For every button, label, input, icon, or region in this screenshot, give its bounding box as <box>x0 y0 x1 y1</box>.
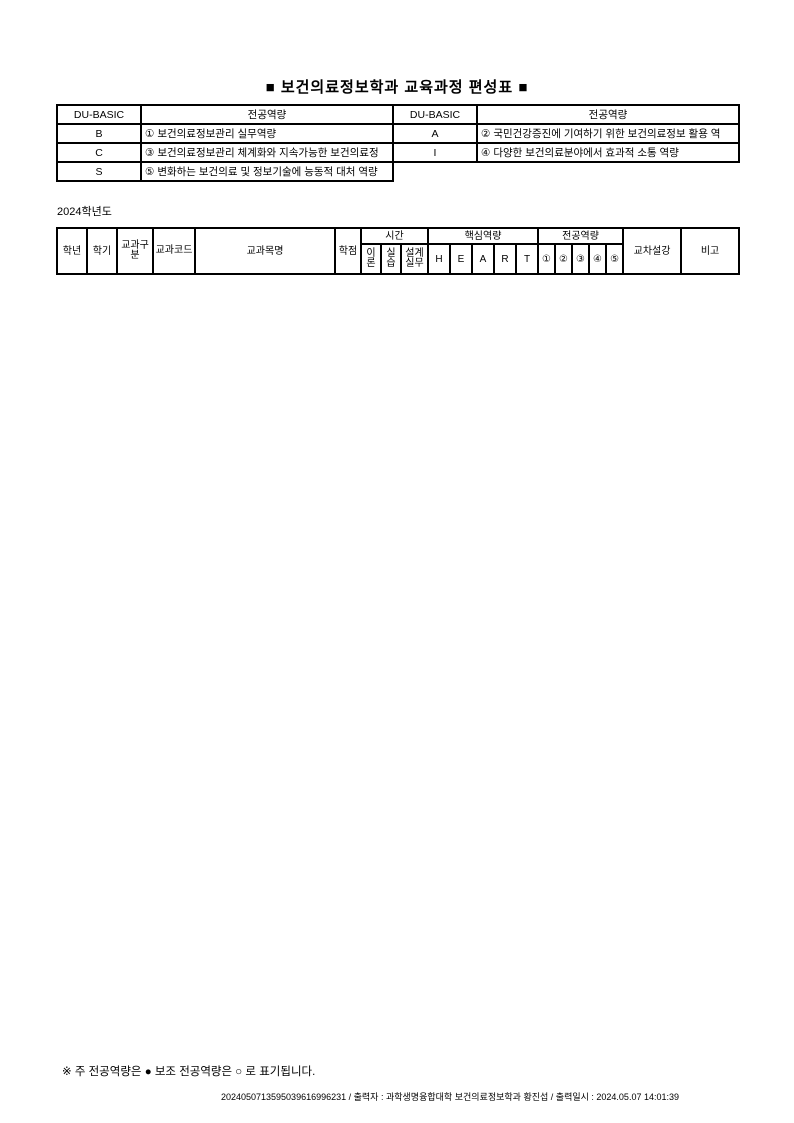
du-basic-letter: A <box>392 123 478 144</box>
du-basic-row: B ① 보건의료정보관리 실무역량 A ② 국민건강증진에 기여하기 위한 보건… <box>56 123 740 144</box>
competency-description: ① 보건의료정보관리 실무역량 <box>140 123 394 144</box>
col-category: 교과구분 <box>116 227 154 275</box>
competency-description: ④ 다양한 보건의료분야에서 효과적 소통 역량 <box>476 142 740 163</box>
col-group-core-competency: 핵심역량 <box>426 227 540 245</box>
header-group-row: 학년 학기 교과구분 교과코드 교과목명 학점 시간 핵심역량 전공역량 교차설… <box>56 227 741 275</box>
col-core-t: T <box>514 243 540 275</box>
header-sub-row: 이론 실습 설계실무 H E A R T ① ② ③ ④ ⑤ <box>57 243 739 275</box>
competency-description: ② 국민건강증진에 기여하기 위한 보건의료정보 활용 역 <box>476 123 740 144</box>
col-semester: 학기 <box>86 227 118 275</box>
col-design-hours: 설계실무 <box>400 243 429 275</box>
du-basic-row: C ③ 보건의료정보관리 체계화와 지속가능한 보건의료정 I ④ 다양한 보건… <box>56 142 740 163</box>
competency-description: ③ 보건의료정보관리 체계화와 지속가능한 보건의료정 <box>140 142 394 163</box>
du-basic-competency-table: DU-BASIC 전공역량 DU-BASIC 전공역량 B ① 보건의료정보관리… <box>56 104 740 182</box>
col-core-h: H <box>427 243 451 275</box>
col-group-major-competency: 전공역량 <box>537 227 625 245</box>
col-major-1: ① <box>537 243 557 275</box>
academic-year-label: 2024학년도 <box>57 206 112 218</box>
col-major-2: ② <box>554 243 574 275</box>
col-course-code: 교과코드 <box>152 227 196 275</box>
du-basic-letter: C <box>56 142 142 163</box>
col-major-3: ③ <box>571 243 591 275</box>
col-major-4: ④ <box>588 243 608 275</box>
du-basic-letter: B <box>56 123 142 144</box>
empty-cell <box>477 162 739 181</box>
major-competency-header: 전공역량 <box>476 104 740 125</box>
legend-footnote: ※ 주 전공역량은 ● 보조 전공역량은 ○ 로 표기됩니다. <box>62 1066 316 1078</box>
curriculum-table-header: 학년 학기 교과구분 교과코드 교과목명 학점 시간 핵심역량 전공역량 교차설… <box>56 227 741 275</box>
col-year: 학년 <box>56 227 88 275</box>
du-basic-header: DU-BASIC <box>56 104 142 125</box>
du-basic-letter: I <box>392 142 478 163</box>
empty-cell <box>393 162 477 181</box>
col-cross-listing: 교차설강 <box>622 227 683 275</box>
major-competency-header: 전공역량 <box>140 104 394 125</box>
col-group-time: 시간 <box>360 227 429 245</box>
col-note: 비고 <box>680 227 741 275</box>
du-basic-header: DU-BASIC <box>392 104 478 125</box>
col-practice-hours: 실습 <box>380 243 402 275</box>
col-course-name: 교과목명 <box>194 227 336 275</box>
du-basic-header-row: DU-BASIC 전공역량 DU-BASIC 전공역량 <box>56 104 740 125</box>
col-credits: 학점 <box>334 227 362 275</box>
du-basic-letter: S <box>56 161 142 182</box>
col-core-r: R <box>493 243 517 275</box>
col-core-e: E <box>449 243 473 275</box>
du-basic-row: S ⑤ 변화하는 보건의료 및 정보기술에 능동적 대처 역량 <box>56 161 739 182</box>
col-theory-hours: 이론 <box>360 243 382 275</box>
competency-description: ⑤ 변화하는 보건의료 및 정보기술에 능동적 대처 역량 <box>140 161 394 182</box>
curriculum-table: 학년 학기 교과구분 교과코드 교과목명 학점 시간 핵심역량 전공역량 교차설… <box>56 227 741 275</box>
print-info: 2024050713595039616996231 / 출력자 : 과학생명융합… <box>220 1092 679 1102</box>
col-core-a: A <box>471 243 495 275</box>
document-title: ■ 보건의료정보학과 교육과정 편성표 ■ <box>265 79 529 96</box>
col-major-5: ⑤ <box>605 243 625 275</box>
